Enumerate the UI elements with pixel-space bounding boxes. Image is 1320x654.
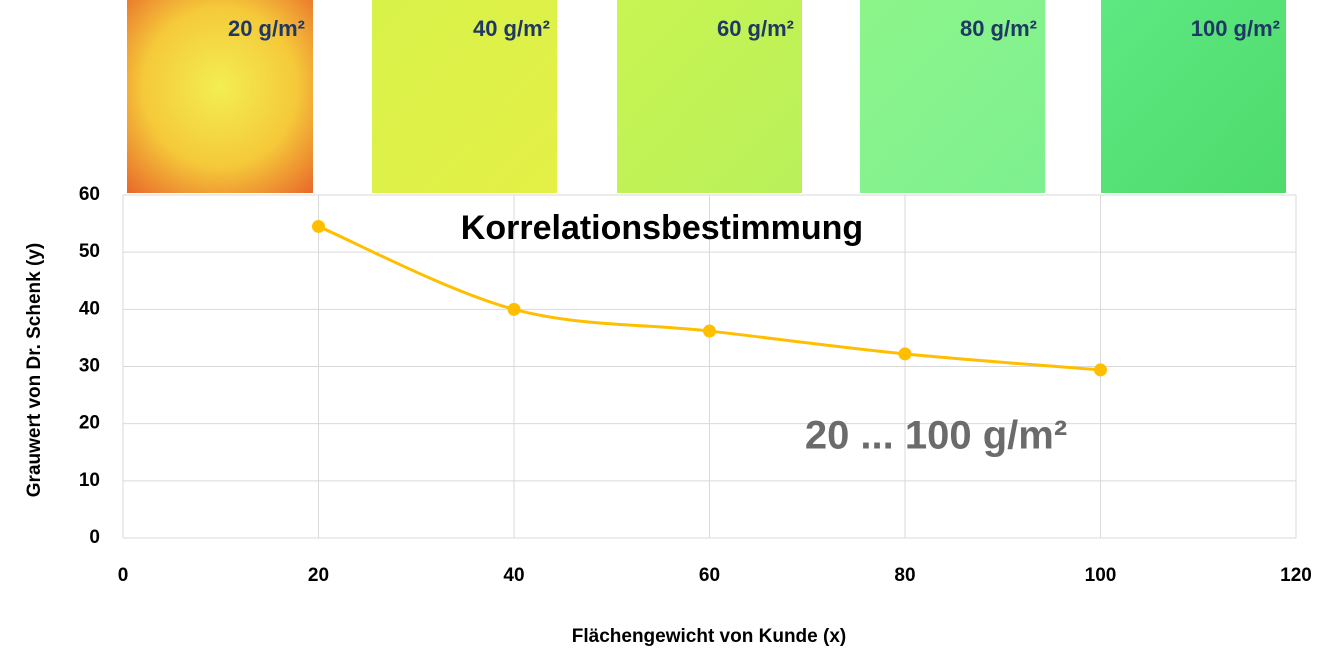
y-tick-label: 40	[79, 298, 100, 319]
swatches: 20 g/m² 40 g/m² 60 g/m² 80 g/m² 100 g/m²	[127, 0, 1286, 193]
data-point	[508, 303, 521, 316]
data-point	[312, 220, 325, 233]
x-tick-label: 40	[503, 565, 524, 586]
y-axis-title: Grauwert von Dr. Schenk (y)	[24, 243, 45, 497]
swatch-label: 60 g/m²	[717, 16, 794, 41]
y-tick-label: 0	[89, 527, 100, 548]
y-tick-label: 50	[79, 241, 100, 262]
x-tick-label: 60	[699, 565, 720, 586]
x-tick-label: 0	[118, 565, 129, 586]
annotation: 20 ... 100 g/m²	[805, 414, 1067, 458]
swatch-label: 80 g/m²	[960, 16, 1037, 41]
y-tick-label: 30	[79, 356, 100, 377]
swatch-label: 40 g/m²	[473, 16, 550, 41]
data-point	[703, 325, 716, 338]
x-axis-title: Flächengewicht von Kunde (x)	[572, 626, 846, 647]
data-point	[899, 347, 912, 360]
swatch-label: 20 g/m²	[228, 16, 305, 41]
swatch-label: 100 g/m²	[1191, 16, 1280, 41]
data-point	[1094, 363, 1107, 376]
chart-title: Korrelationsbestimmung	[461, 209, 863, 247]
x-tick-label: 120	[1280, 565, 1312, 586]
x-tick-label: 20	[308, 565, 329, 586]
x-tick-label: 100	[1085, 565, 1117, 586]
y-tick-label: 20	[79, 413, 100, 434]
chart: 20 g/m² 40 g/m² 60 g/m² 80 g/m² 100 g/m²…	[0, 0, 1320, 654]
y-tick-label: 10	[79, 470, 100, 491]
x-tick-label: 80	[894, 565, 915, 586]
y-tick-label: 60	[79, 184, 100, 205]
